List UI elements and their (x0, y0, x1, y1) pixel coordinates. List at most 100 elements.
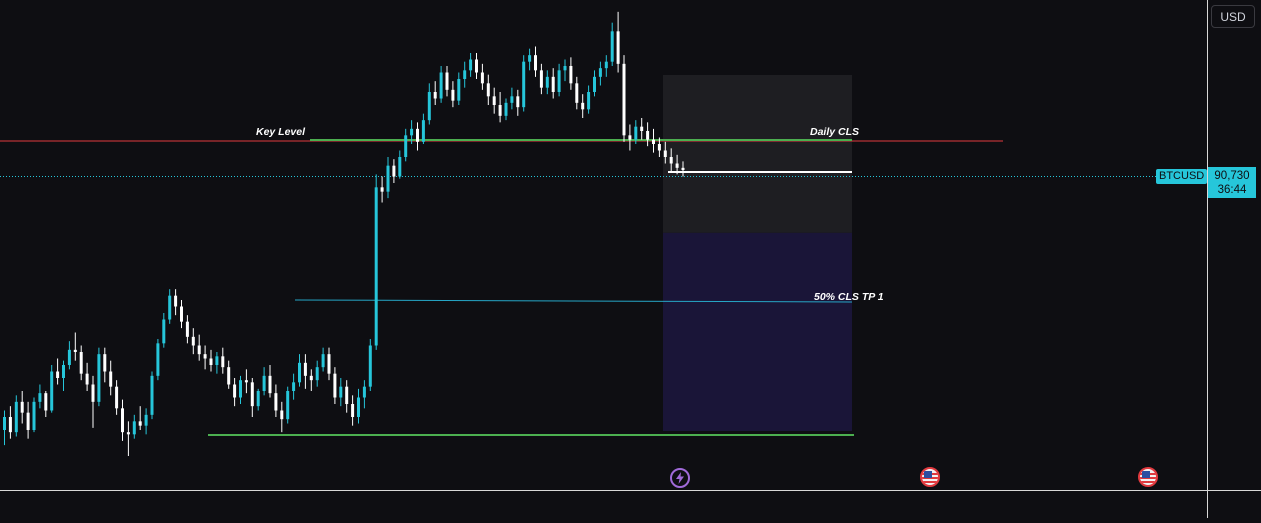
us-flag-icon[interactable] (920, 467, 940, 487)
candle-body (185, 321, 189, 337)
candle-body (333, 373, 337, 398)
candle-body (593, 76, 596, 92)
candle-body (327, 354, 331, 374)
stop-zone (663, 75, 852, 233)
last-price-tag: 90,730 36:44 (1208, 167, 1256, 198)
candle-body (669, 157, 673, 164)
candle-body (451, 89, 455, 101)
candle-body (587, 92, 591, 110)
candle-body (103, 354, 107, 372)
candle-body (91, 384, 95, 402)
candle-body (14, 401, 18, 433)
candle-body (604, 61, 608, 69)
tp1-label: 50% CLS TP 1 (814, 291, 884, 303)
candle-body (598, 68, 602, 77)
candle-body (616, 31, 620, 64)
candle-body (262, 375, 266, 391)
candle-body (121, 408, 124, 433)
candle-body (551, 76, 555, 92)
candle-body (404, 135, 408, 157)
candle-body (315, 367, 319, 381)
candle-body (233, 384, 237, 398)
candle-body (410, 128, 414, 136)
candle-body (286, 391, 290, 420)
candle-body (545, 76, 549, 88)
candle-body (56, 371, 60, 378)
candle-body (610, 31, 614, 62)
candle-body (109, 371, 113, 387)
candle-body (575, 83, 579, 103)
candle-body (475, 59, 478, 73)
candle-body (50, 371, 54, 411)
candle-body (439, 72, 443, 99)
candle-body (357, 397, 360, 417)
candle-body (215, 356, 219, 365)
tp1-line (294, 299, 853, 303)
candle-body (380, 187, 384, 192)
candle-body (652, 139, 655, 144)
flash-event-icon[interactable] (670, 468, 690, 488)
candle-body (244, 380, 248, 383)
candle-body (569, 66, 573, 84)
candle-body (368, 345, 372, 387)
candle-body (522, 61, 526, 108)
candle-body (67, 349, 71, 365)
candle-body (221, 356, 225, 368)
candle-body (534, 55, 537, 71)
symbol-label: BTCUSD (1156, 169, 1208, 184)
candle-body (97, 354, 101, 402)
candle-body (427, 92, 431, 121)
candle-body (681, 167, 685, 170)
candle-body (20, 401, 24, 413)
candle-body (144, 414, 148, 426)
candle-body (303, 362, 307, 376)
candle-body (386, 165, 390, 192)
candle-body (392, 165, 396, 177)
candle-body (480, 72, 484, 84)
candle-body (457, 79, 461, 101)
candle-body (209, 358, 213, 365)
candle-body (174, 295, 178, 307)
candle-body (563, 66, 567, 71)
candle-body (663, 150, 667, 157)
candle-body (486, 83, 490, 97)
candle-body (138, 421, 142, 426)
candle-body (38, 393, 42, 402)
candle-body (398, 157, 402, 177)
candle-body (268, 375, 272, 394)
candle-body (463, 70, 467, 79)
candle-body (8, 417, 12, 433)
candle-body (150, 375, 154, 415)
candle-body (351, 404, 355, 417)
last-price-value: 90,730 (1214, 170, 1250, 182)
candle-body (292, 382, 296, 391)
candle-body (256, 391, 260, 407)
target-zone (663, 232, 852, 431)
candle-body (156, 343, 160, 376)
bar-countdown: 36:44 (1217, 184, 1247, 196)
candle-body (126, 432, 130, 435)
candle-body (622, 63, 626, 136)
candle-body (675, 163, 679, 168)
candle-body (239, 380, 242, 398)
candle-body (274, 393, 278, 411)
candle-body (309, 375, 313, 381)
candle-body (203, 354, 207, 359)
candle-body (115, 386, 119, 409)
candle-body (528, 55, 532, 62)
candle-body (62, 365, 65, 378)
candle-body (339, 386, 343, 398)
us-flag-icon[interactable] (1138, 467, 1158, 487)
currency-button[interactable]: USD (1211, 5, 1255, 28)
candle-body (32, 401, 36, 430)
key-level-label: Key Level (256, 126, 306, 138)
candle-body (280, 410, 284, 420)
candle-body (510, 96, 514, 103)
candle-body (421, 120, 425, 142)
candle-body (362, 386, 366, 398)
candle-body (492, 96, 496, 105)
candle-body (250, 382, 254, 407)
candle-body (504, 102, 508, 116)
